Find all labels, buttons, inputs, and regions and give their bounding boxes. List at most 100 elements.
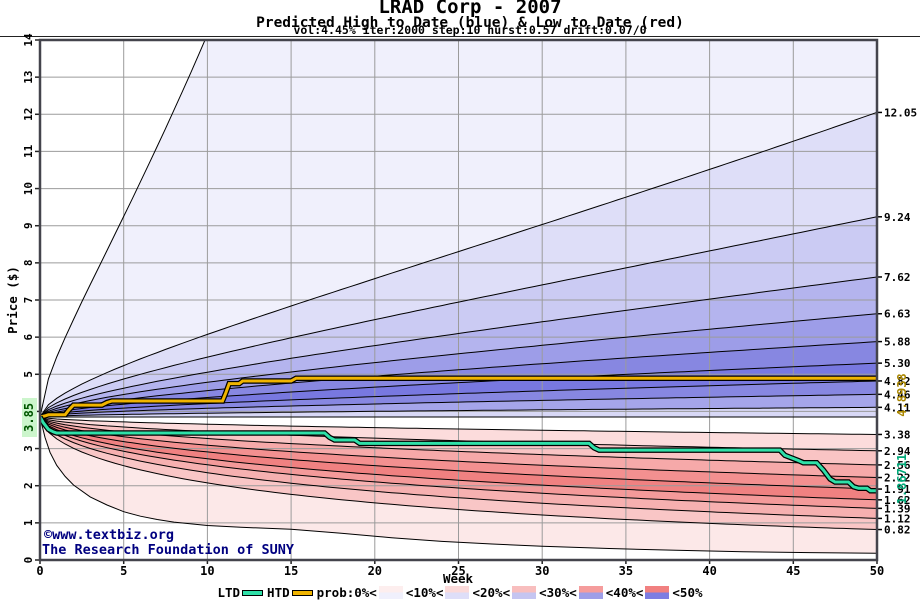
legend-label: <40%< [605,585,644,600]
legend-label: prob:0%< [316,585,377,600]
y-tick-label: 13 [22,71,35,84]
legend: LTD HTD prob:0%< <10%< <20%< <30%< <40%< <50% [0,585,920,600]
probability-band [40,417,877,478]
y-tick-label: 3 [22,445,35,452]
legend-band-swatch [645,586,670,599]
band-boundary-line [40,341,877,418]
right-value-label: 4.11 [884,401,911,414]
start-price-highlight [22,398,37,437]
band-boundary-line [40,416,877,466]
htd-ltd-lines [40,375,877,494]
x-tick-label: 50 [870,564,884,578]
right-value-label: 5.30 [884,357,911,370]
band-boundary-line [40,276,877,418]
x-tick-label: 25 [451,564,465,578]
right-value-label: 1.12 [884,512,911,525]
right-value-label: 1.62 [884,494,911,507]
start-price-label: 3.85 [22,403,36,432]
x-tick-label: 20 [368,564,382,578]
band-boundary-line [40,380,877,418]
right-value-label: 2.56 [884,459,911,472]
legend-item: prob:0%< [317,586,406,599]
right-value-label: 4.46 [884,388,911,401]
y-tick-label: 7 [22,297,35,304]
legend-item: <50% [672,586,702,599]
legend-item: <10%< [406,586,473,599]
probability-band [40,417,877,490]
legend-item: <30%< [539,586,606,599]
y-tick-label: 12 [22,108,35,121]
band-boundary-line [40,416,877,435]
legend-line-swatch [242,589,264,596]
band-boundary-line [40,416,877,478]
band-boundary-line [40,416,877,501]
right-value-label: 4.82 [884,375,911,388]
y-tick-label: 6 [22,333,35,340]
y-axis-title: Price ($) [5,266,20,334]
right-value-label: 3.38 [884,428,911,441]
x-tick-label: 35 [619,564,633,578]
y-tick-label: 0 [22,557,35,564]
x-tick-label: 10 [200,564,214,578]
legend-line-swatch [291,589,313,596]
right-value-label: 1.39 [884,502,911,515]
htd-final-value-label: 4.8938 [895,373,909,416]
legend-label: <20%< [472,585,511,600]
x-tick-label: 5 [120,564,127,578]
legend-band-swatch [445,586,470,599]
legend-label: <30%< [539,585,577,600]
legend-item: HTD [267,586,317,599]
band-boundary-line [40,393,877,418]
chart-subtitle: Predicted High to Date (blue) & Low to D… [256,15,684,31]
y-tick-label: 1 [22,519,35,526]
legend-label: HTD [267,585,290,600]
y-tick-label: 10 [22,182,35,195]
x-tick-label: 15 [284,564,298,578]
band-boundary-line [40,416,877,519]
y-tick-label: 2 [22,482,35,489]
right-value-label: 0.82 [884,524,911,537]
right-value-label: 6.63 [884,308,911,321]
band-boundary-line [40,111,877,418]
y-tick-label: 11 [22,144,35,158]
band-boundary-line [40,313,877,418]
ltd-line [40,416,877,493]
right-value-label: 12.05 [884,106,917,119]
x-axis-title: Week [443,571,474,586]
band-boundary-line [40,406,877,418]
band-boundary-line [40,416,877,554]
band-boundary-line [40,416,877,509]
attribution-line: The Research Foundation of SUNY [42,542,295,558]
legend-label: LTD [217,585,241,600]
legend-band-swatch [512,586,537,599]
x-tick-label: 0 [36,564,43,578]
right-value-label: 5.88 [884,336,911,349]
band-boundary-line [40,40,206,418]
chart-title: LRAD Corp - 2007 [378,0,561,18]
band-boundary-line [40,416,877,530]
y-tick-label: 5 [22,371,35,378]
x-tick-label: 45 [786,564,800,578]
plot-border [38,38,879,562]
band-boundary-line [40,216,877,418]
ltd-final-value-label: 1.86711 [895,454,909,505]
legend-item: <40%< [606,586,673,599]
legend-label: <50% [672,585,703,600]
right-value-label: 7.62 [884,271,911,284]
legend-item: <20%< [472,586,539,599]
right-value-label: 2.22 [884,472,911,485]
chart-params: vol:4.45% iter:2000 step:10 hurst:0.57 d… [293,23,646,37]
right-value-label: 9.24 [884,211,911,224]
legend-band-swatch [378,586,403,599]
right-value-label: 1.91 [884,483,911,496]
y-tick-label: 9 [22,222,35,229]
htd-line [40,376,877,419]
band-boundary-line [40,416,877,490]
x-tick-label: 30 [535,564,549,578]
copyright-line: ©www.textbiz.org [44,527,174,543]
y-tick-label: 8 [22,260,35,267]
right-value-label: 2.94 [884,445,911,458]
legend-item: LTD [217,586,267,599]
